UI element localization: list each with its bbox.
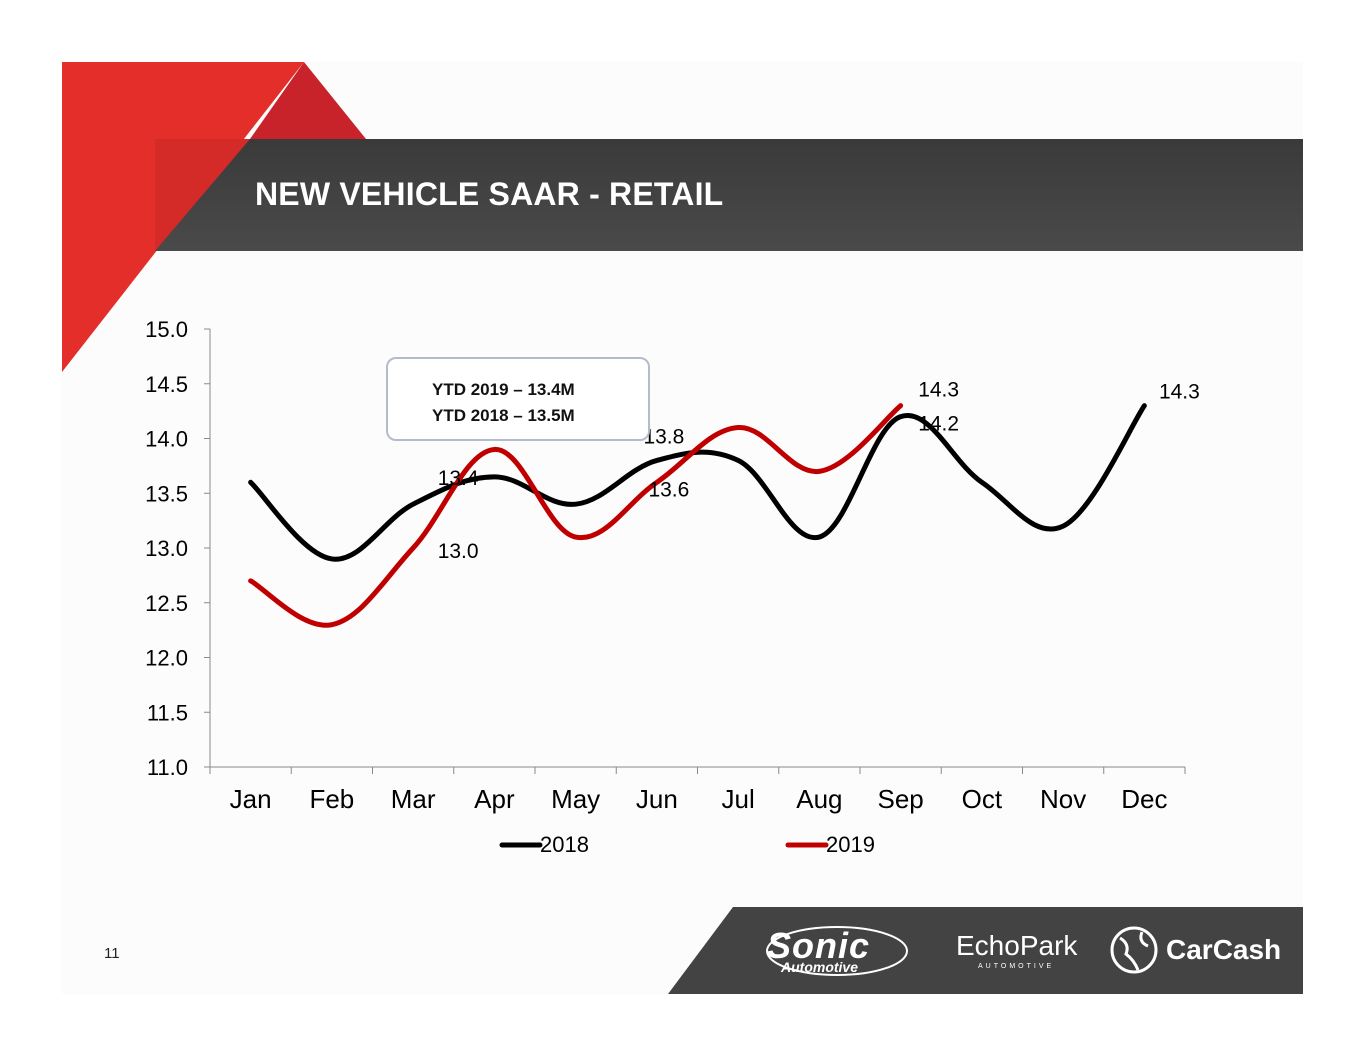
series-lines [248, 403, 1147, 628]
x-axis-ticks: Jan Feb Mar Apr May Jun Jul Aug Sep Oct Nov Dec [209, 767, 1186, 814]
carcash-globe-icon [1110, 926, 1158, 974]
data-label: 13.6 [648, 478, 689, 501]
legend-label-2018: 2018 [540, 832, 589, 857]
y-tick-label: 13.5 [145, 481, 188, 506]
x-tick-label: May [551, 784, 600, 814]
ytd-2019-label: YTD 2019 – 13.4M [432, 380, 575, 399]
data-label: 14.2 [918, 413, 959, 436]
y-tick-label: 14.0 [145, 427, 188, 452]
red-accent-overlap [155, 139, 250, 251]
data-label: 13.0 [438, 540, 479, 563]
x-tick-label: Jul [722, 784, 755, 814]
page-number: 11 [104, 945, 120, 962]
x-tick-label: Mar [391, 784, 436, 814]
sonic-logo-subtext: Automotive [781, 959, 858, 975]
y-tick-label: 12.5 [145, 591, 188, 616]
sonic-swoosh-icon [766, 926, 908, 976]
page-title: NEW VEHICLE SAAR - RETAIL [255, 176, 724, 212]
x-tick-label: Dec [1121, 784, 1167, 814]
x-tick-label: Oct [962, 784, 1003, 814]
echopark-logo-text: EchoPark [956, 930, 1078, 961]
x-tick-label: Aug [796, 784, 842, 814]
y-tick-label: 11.0 [147, 755, 188, 780]
x-tick-label: Apr [474, 784, 515, 814]
y-tick-label: 11.5 [147, 700, 188, 725]
x-tick-label: Sep [877, 784, 923, 814]
y-tick-label: 15.0 [145, 317, 188, 342]
data-label: 14.3 [1159, 381, 1200, 404]
series-line-2019 [248, 403, 904, 628]
dark-red-accent [250, 62, 366, 139]
x-tick-label: Jan [230, 784, 272, 814]
data-labels: 13.4 13.0 13.8 13.6 14.3 14.2 14.3 [438, 379, 1200, 563]
carcash-logo-text: CarCash [1166, 934, 1282, 965]
y-tick-label: 14.5 [145, 372, 188, 397]
header-bar [155, 139, 1303, 251]
ytd-annotation-box: YTD 2019 – 13.4M YTD 2018 – 13.5M [386, 357, 650, 441]
series-line-2018 [248, 403, 1147, 562]
footer-logo-band [668, 907, 1303, 994]
y-axis-ticks: 15.0 14.5 14.0 13.5 13.0 12.5 12.0 11.5 11.0 [145, 317, 210, 780]
legend-label-2019: 2019 [826, 832, 875, 857]
carcash-logo: CarCash [1108, 924, 1283, 976]
x-tick-label: Nov [1040, 784, 1086, 814]
x-tick-label: Feb [309, 784, 354, 814]
data-label: 14.3 [918, 379, 959, 402]
sonic-automotive-logo: Sonic Automotive [765, 925, 910, 980]
chart-legend: 2018 2019 [499, 832, 875, 857]
echopark-logo-subtext: AUTOMOTIVE [978, 963, 1055, 970]
echopark-logo: EchoPark AUTOMOTIVE [956, 930, 1078, 975]
y-tick-label: 12.0 [145, 646, 188, 671]
data-label: 13.8 [643, 425, 684, 448]
x-tick-label: Jun [636, 784, 678, 814]
data-label: 13.4 [438, 467, 479, 490]
y-tick-label: 13.0 [145, 536, 188, 561]
ytd-2018-label: YTD 2018 – 13.5M [432, 406, 575, 425]
sonic-logo-text: Sonic [767, 925, 871, 966]
